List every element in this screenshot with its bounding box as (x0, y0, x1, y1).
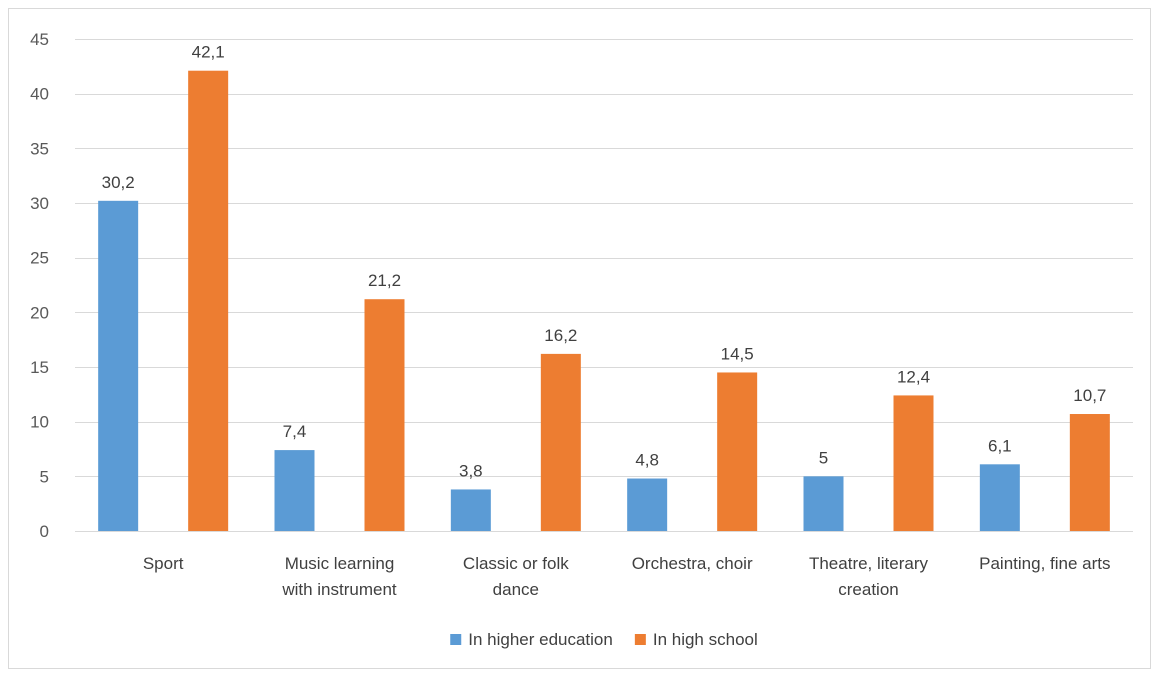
y-tick-label: 15 (30, 358, 49, 377)
data-label: 42,1 (192, 43, 225, 62)
bar (98, 200, 139, 531)
x-tick-label: Theatre, literary (809, 554, 929, 573)
bar (540, 353, 581, 531)
x-tick-label: dance (493, 580, 539, 599)
y-tick-label: 25 (30, 249, 49, 268)
data-label: 10,7 (1073, 386, 1106, 405)
legend-swatch (450, 634, 462, 645)
x-tick-label: Classic or folk (463, 554, 569, 573)
x-tick-label: Sport (143, 554, 184, 573)
x-tick-label: Orchestra, choir (632, 554, 753, 573)
x-tick-label: with instrument (281, 580, 397, 599)
y-tick-label: 45 (30, 30, 49, 49)
legend-label: In high school (653, 630, 758, 649)
bar (364, 299, 405, 531)
bar (450, 489, 491, 531)
y-tick-label: 5 (40, 467, 49, 486)
data-label: 5 (819, 448, 828, 467)
bar (979, 464, 1020, 531)
y-tick-label: 20 (30, 303, 49, 322)
bar (1069, 414, 1110, 531)
legend-swatch (634, 634, 646, 645)
bar (803, 476, 844, 531)
bar (627, 478, 668, 531)
x-tick-label: Music learning (285, 554, 395, 573)
data-label: 14,5 (721, 344, 754, 363)
bar (274, 450, 315, 531)
bar (893, 395, 934, 531)
x-tick-label: creation (838, 580, 898, 599)
data-label: 16,2 (544, 326, 577, 345)
data-label: 7,4 (283, 422, 307, 441)
data-label: 4,8 (635, 451, 659, 470)
data-label: 12,4 (897, 367, 930, 386)
bar (717, 372, 758, 531)
data-label: 21,2 (368, 271, 401, 290)
y-tick-label: 40 (30, 85, 49, 104)
data-label: 30,2 (102, 173, 135, 192)
y-tick-label: 0 (40, 522, 49, 541)
y-tick-label: 10 (30, 413, 49, 432)
data-label: 3,8 (459, 461, 483, 480)
y-tick-label: 35 (30, 139, 49, 158)
x-tick-label: Painting, fine arts (979, 554, 1110, 573)
data-label: 6,1 (988, 436, 1012, 455)
legend-label: In higher education (468, 630, 613, 649)
y-tick-label: 30 (30, 194, 49, 213)
bar (188, 70, 229, 531)
